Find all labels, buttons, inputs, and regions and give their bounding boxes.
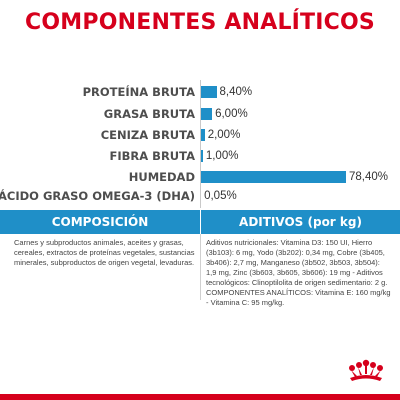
analytic-row: CENIZA BRUTA 2,00%	[0, 123, 400, 147]
analytic-row: HUMEDAD 78,40%	[0, 165, 400, 189]
composicion-text: Carnes y subproductos animales, aceites …	[14, 238, 195, 267]
analytic-row: FIBRA BRUTA 1,00%	[0, 144, 400, 168]
page-title: COMPONENTES ANALÍTICOS	[25, 10, 375, 35]
analytic-label: GRASA BRUTA	[103, 107, 195, 121]
analytic-value: 78,40%	[349, 171, 389, 183]
analytic-value: 2,00%	[207, 129, 241, 141]
aditivos-header: ADITIVOS (por kg)	[201, 210, 400, 234]
analytic-value: 8,40%	[219, 86, 253, 98]
analytic-baseline	[200, 144, 201, 168]
analytic-baseline	[200, 184, 201, 208]
analytic-value: 1,00%	[205, 150, 239, 162]
panel-divider	[200, 234, 201, 300]
aditivos-text: Aditivos nutricionales: Vitamina D3: 150…	[206, 238, 391, 307]
royal-canin-crown-logo	[349, 359, 383, 381]
analytic-row: ÁCIDO GRASO OMEGA-3 (DHA) 0,05%	[0, 184, 400, 208]
analytic-label: ÁCIDO GRASO OMEGA-3 (DHA)	[0, 189, 195, 203]
analytic-baseline	[200, 165, 201, 189]
analytics-chart: PROTEÍNA BRUTA 8,40% GRASA BRUTA 6,00% CENIZ…	[0, 80, 400, 208]
analytic-bar	[201, 150, 203, 162]
analytic-label: PROTEÍNA BRUTA	[82, 85, 195, 99]
analytic-baseline	[200, 102, 201, 126]
analytic-row: PROTEÍNA BRUTA 8,40%	[0, 80, 400, 104]
analytic-row: GRASA BRUTA 6,00%	[0, 102, 400, 126]
analytic-label: HUMEDAD	[128, 170, 195, 184]
analytic-baseline	[200, 80, 201, 104]
analytic-bar	[201, 171, 346, 183]
bottom-accent-bar	[0, 394, 400, 400]
analytic-baseline	[200, 123, 201, 147]
analytic-bar	[201, 108, 213, 120]
analytic-value: 6,00%	[215, 108, 248, 120]
analytic-bar	[201, 86, 217, 98]
analytic-label: FIBRA BRUTA	[109, 149, 195, 163]
analytic-bar	[201, 129, 205, 141]
composicion-header: COMPOSICIÓN	[0, 210, 200, 234]
analytic-value: 0,05%	[204, 190, 237, 202]
analytic-label: CENIZA BRUTA	[100, 128, 195, 142]
